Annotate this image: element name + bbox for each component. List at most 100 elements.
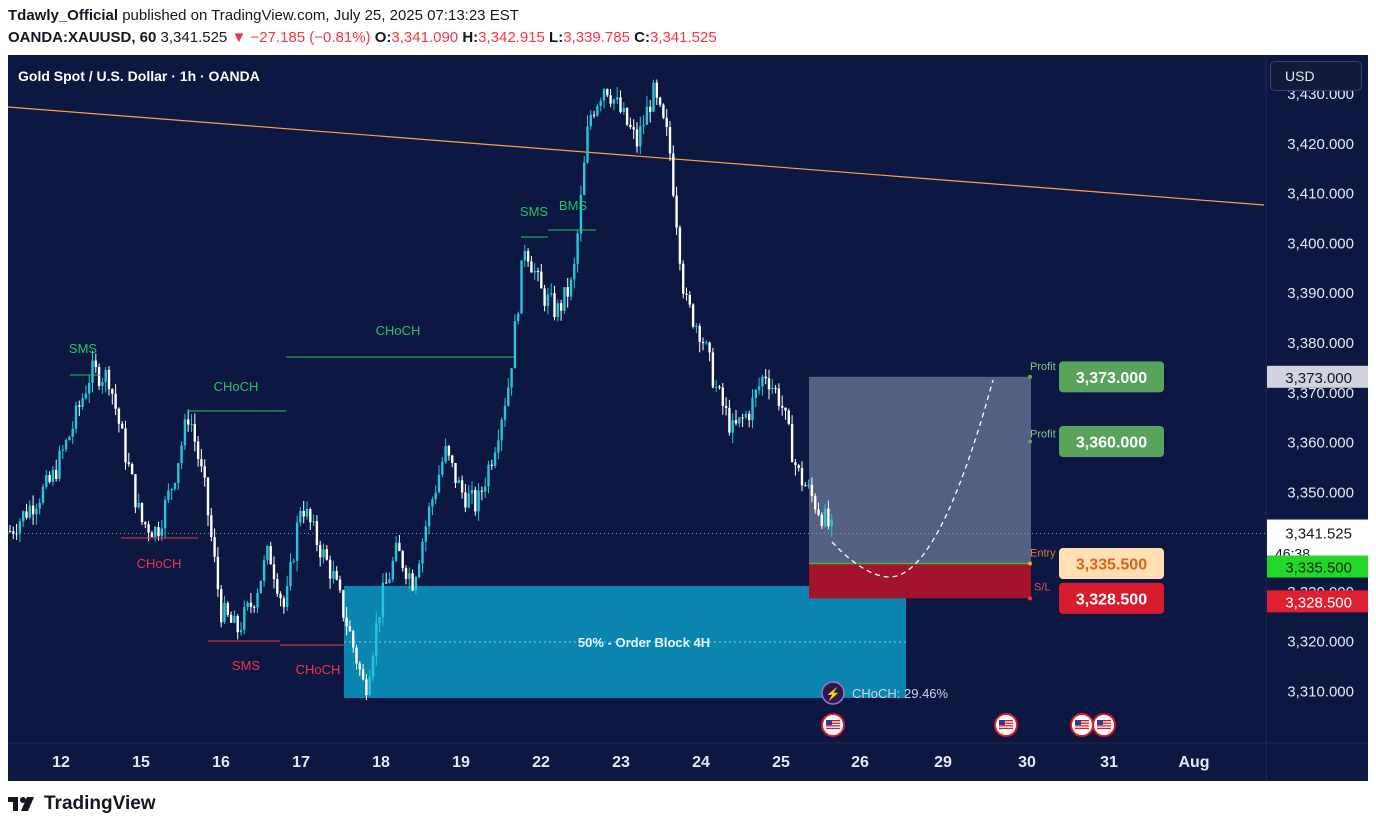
- candle-body[interactable]: [111, 389, 114, 394]
- candle-body[interactable]: [187, 419, 190, 425]
- candle-body[interactable]: [563, 287, 566, 311]
- candle-body[interactable]: [517, 313, 520, 322]
- candle-body[interactable]: [150, 532, 154, 538]
- candle-body[interactable]: [457, 480, 460, 484]
- candle-body[interactable]: [338, 579, 342, 591]
- candle-body[interactable]: [784, 407, 787, 411]
- candle-body[interactable]: [68, 436, 71, 440]
- candle-body[interactable]: [15, 533, 18, 535]
- candle-body[interactable]: [55, 469, 58, 479]
- price-tag-entry[interactable]: [1059, 548, 1164, 580]
- candle-body[interactable]: [229, 614, 233, 623]
- candle-body[interactable]: [342, 590, 345, 618]
- candle-body[interactable]: [253, 606, 256, 608]
- candle-body[interactable]: [503, 405, 507, 420]
- candle-body[interactable]: [777, 388, 781, 406]
- candle-body[interactable]: [12, 531, 15, 534]
- candle-body[interactable]: [48, 474, 51, 482]
- candle-body[interactable]: [738, 417, 741, 424]
- candle-body[interactable]: [477, 490, 480, 512]
- candle-body[interactable]: [322, 549, 325, 558]
- candle-body[interactable]: [180, 445, 183, 464]
- candle-body[interactable]: [530, 261, 533, 273]
- candle-body[interactable]: [675, 195, 678, 228]
- candle-body[interactable]: [398, 542, 401, 552]
- candle-body[interactable]: [421, 541, 424, 564]
- candle-body[interactable]: [167, 490, 170, 501]
- candle-body[interactable]: [170, 488, 173, 491]
- candle-body[interactable]: [592, 114, 596, 116]
- axis-price-tag[interactable]: [1267, 365, 1368, 388]
- candle-body[interactable]: [127, 462, 130, 465]
- candle-body[interactable]: [256, 593, 259, 608]
- candle-body[interactable]: [645, 106, 649, 125]
- candle-body[interactable]: [734, 420, 738, 424]
- candle-body[interactable]: [173, 483, 177, 489]
- candle-body[interactable]: [28, 505, 31, 518]
- candle-body[interactable]: [355, 647, 358, 664]
- candle-body[interactable]: [97, 367, 101, 386]
- candle-body[interactable]: [761, 376, 764, 387]
- candle-body[interactable]: [830, 519, 833, 527]
- candle-body[interactable]: [754, 389, 757, 398]
- candle-body[interactable]: [658, 97, 662, 105]
- candle-body[interactable]: [612, 99, 616, 104]
- candle-body[interactable]: [718, 386, 721, 388]
- candle-body[interactable]: [61, 449, 64, 451]
- candle-body[interactable]: [711, 352, 715, 388]
- candle-body[interactable]: [64, 439, 68, 450]
- candle-body[interactable]: [196, 441, 200, 460]
- candle-body[interactable]: [444, 446, 447, 462]
- candle-body[interactable]: [814, 496, 817, 510]
- candle-body[interactable]: [721, 387, 724, 406]
- candle-body[interactable]: [246, 602, 249, 607]
- candle-body[interactable]: [401, 551, 404, 569]
- candle-body[interactable]: [335, 571, 338, 580]
- candle-body[interactable]: [454, 463, 457, 484]
- candle-body[interactable]: [566, 287, 569, 297]
- candle-body[interactable]: [134, 474, 137, 508]
- candle-body[interactable]: [305, 509, 309, 517]
- candle-body[interactable]: [602, 89, 606, 101]
- candle-body[interactable]: [121, 423, 124, 429]
- price-tag-profit[interactable]: [1059, 426, 1164, 458]
- candle-body[interactable]: [391, 560, 394, 580]
- candle-body[interactable]: [385, 582, 388, 584]
- candle-body[interactable]: [665, 117, 668, 128]
- candle-body[interactable]: [441, 461, 444, 475]
- candle-body[interactable]: [88, 382, 91, 394]
- candle-body[interactable]: [533, 270, 536, 273]
- candle-body[interactable]: [639, 126, 642, 147]
- currency-button[interactable]: USD: [1270, 61, 1362, 91]
- candle-body[interactable]: [781, 405, 784, 408]
- candle-body[interactable]: [408, 573, 411, 579]
- candle-body[interactable]: [157, 526, 160, 537]
- candle-body[interactable]: [579, 194, 583, 234]
- candle-body[interactable]: [526, 250, 530, 262]
- candle-body[interactable]: [715, 386, 718, 388]
- candle-body[interactable]: [358, 663, 361, 670]
- candle-body[interactable]: [124, 428, 127, 463]
- candle-body[interactable]: [269, 546, 272, 565]
- candle-body[interactable]: [820, 514, 823, 527]
- candle-body[interactable]: [41, 486, 45, 503]
- candle-body[interactable]: [107, 369, 111, 390]
- candle-body[interactable]: [520, 260, 523, 314]
- candle-body[interactable]: [154, 526, 157, 538]
- candle-body[interactable]: [216, 556, 220, 590]
- candle-body[interactable]: [470, 490, 474, 494]
- candle-body[interactable]: [220, 589, 223, 623]
- candle-body[interactable]: [559, 303, 563, 311]
- candle-body[interactable]: [794, 462, 797, 466]
- candle-body[interactable]: [84, 393, 88, 399]
- candle-body[interactable]: [764, 376, 767, 379]
- candle-body[interactable]: [295, 522, 299, 561]
- candle-body[interactable]: [332, 571, 335, 579]
- candle-body[interactable]: [130, 464, 134, 475]
- candle-body[interactable]: [45, 474, 48, 487]
- candle-body[interactable]: [586, 126, 589, 163]
- candle-body[interactable]: [698, 325, 701, 342]
- candle-body[interactable]: [144, 521, 147, 525]
- candle-body[interactable]: [137, 502, 140, 508]
- candle-body[interactable]: [286, 586, 289, 607]
